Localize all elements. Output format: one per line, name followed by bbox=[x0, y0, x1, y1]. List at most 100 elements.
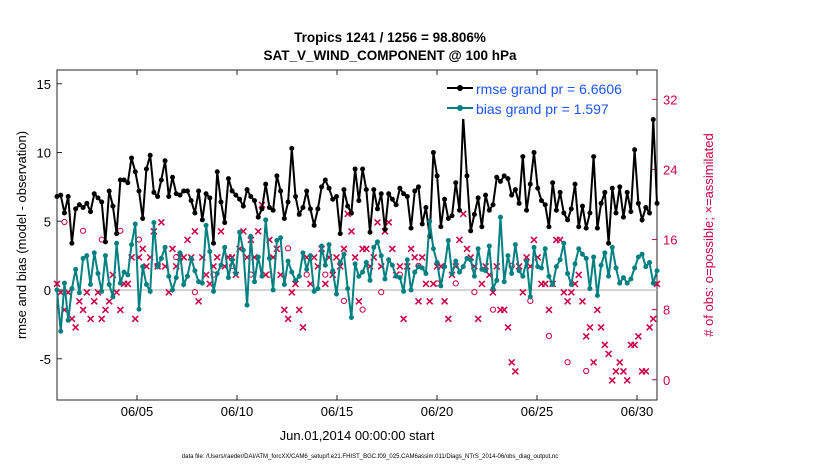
bias-data-point bbox=[363, 260, 369, 265]
bias-data-point bbox=[404, 257, 410, 263]
bias-data-point bbox=[211, 288, 217, 294]
obs-assimilated-marker: × bbox=[213, 249, 221, 265]
bias-data-point bbox=[635, 254, 641, 260]
obs-assimilated-marker: × bbox=[534, 249, 542, 265]
rmse-data-point bbox=[158, 177, 164, 183]
rmse-data-point bbox=[270, 207, 276, 213]
rmse-data-point bbox=[162, 158, 168, 164]
obs-assimilated-marker: × bbox=[422, 275, 430, 291]
obs-assimilated-marker: × bbox=[98, 310, 106, 326]
rmse-data-point bbox=[102, 239, 108, 245]
bias-data-point bbox=[91, 250, 97, 256]
bias-data-point bbox=[132, 221, 138, 227]
bias-data-point bbox=[617, 280, 623, 286]
rmse-data-point bbox=[453, 180, 459, 186]
obs-assimilated-marker: × bbox=[262, 267, 270, 283]
obs-possible-marker bbox=[545, 332, 553, 340]
bias-data-point bbox=[61, 280, 67, 286]
rmse-data-point bbox=[550, 180, 556, 186]
bias-data-point bbox=[356, 273, 362, 279]
bias-data-point bbox=[222, 244, 228, 250]
rmse-data-point bbox=[505, 176, 511, 182]
rmse-data-point bbox=[579, 203, 585, 209]
obs-assimilated-marker: × bbox=[537, 275, 545, 291]
obs-assimilated-marker: × bbox=[116, 302, 124, 318]
obs-assimilated-marker: × bbox=[101, 302, 109, 318]
rmse-data-point bbox=[99, 199, 105, 205]
rmse-data-point bbox=[494, 174, 500, 180]
rmse-data-point bbox=[140, 216, 146, 221]
rmse-data-point bbox=[211, 240, 217, 246]
obs-possible-marker bbox=[284, 245, 292, 252]
obs-possible-marker bbox=[471, 289, 478, 296]
obs-assimilated-marker: × bbox=[168, 240, 176, 256]
obs-assimilated-marker: × bbox=[407, 240, 415, 256]
bias-data-point bbox=[382, 276, 388, 282]
rmse-data-point bbox=[501, 173, 507, 179]
obs-assimilated-marker: × bbox=[459, 205, 467, 221]
bias-data-point bbox=[334, 291, 340, 297]
obs-assimilated-marker: × bbox=[113, 284, 121, 300]
rmse-data-point bbox=[423, 205, 429, 210]
rmse-data-point bbox=[378, 191, 384, 197]
rmse-data-point bbox=[408, 225, 414, 231]
rmse-data-point bbox=[483, 192, 489, 198]
bias-data-point bbox=[378, 253, 384, 259]
rmse-data-point bbox=[401, 191, 407, 197]
obs-possible-marker bbox=[359, 306, 366, 313]
obs-assimilated-marker: × bbox=[295, 302, 303, 318]
bias-data-point bbox=[207, 249, 213, 254]
obs-assimilated-marker: × bbox=[541, 275, 549, 291]
bias-data-point bbox=[486, 243, 492, 249]
rmse-data-point bbox=[404, 194, 410, 199]
rmse-data-point bbox=[557, 189, 563, 195]
bias-data-point bbox=[345, 286, 351, 292]
rmse-data-point bbox=[613, 210, 619, 216]
bias-data-point bbox=[199, 280, 205, 286]
obs-assimilated-marker: × bbox=[344, 205, 352, 221]
rmse-data-point bbox=[203, 191, 209, 197]
obs-assimilated-marker: × bbox=[254, 223, 262, 239]
bias-data-point bbox=[192, 268, 198, 274]
bias-data-point bbox=[184, 273, 190, 279]
bias-data-point bbox=[58, 328, 64, 334]
rmse-data-point bbox=[143, 166, 149, 172]
bias-data-point bbox=[456, 269, 462, 275]
rmse-data-point bbox=[199, 217, 205, 223]
bias-data-point bbox=[546, 273, 552, 279]
obs-assimilated-marker: × bbox=[299, 319, 307, 335]
obs-assimilated-marker: × bbox=[90, 293, 98, 309]
bias-data-point bbox=[609, 244, 615, 250]
bias-data-point bbox=[453, 258, 459, 264]
obs-assimilated-marker: × bbox=[228, 249, 236, 265]
y2-tick-label: 24 bbox=[663, 162, 677, 177]
bias-data-point bbox=[188, 255, 194, 261]
rmse-data-point bbox=[442, 196, 448, 202]
rmse-data-point bbox=[445, 216, 451, 221]
rmse-data-point bbox=[337, 231, 343, 237]
obs-assimilated-marker: × bbox=[489, 284, 497, 300]
rmse-data-point bbox=[356, 198, 362, 204]
rmse-data-point bbox=[628, 209, 634, 215]
rmse-data-point bbox=[244, 187, 250, 193]
bias-data-point bbox=[237, 229, 243, 235]
rmse-data-point bbox=[214, 169, 220, 175]
obs-assimilated-marker: × bbox=[642, 363, 650, 379]
obs-assimilated-marker: × bbox=[79, 302, 87, 318]
bias-data-point bbox=[430, 246, 436, 252]
rmse-data-point bbox=[509, 192, 515, 198]
bias-data-point bbox=[438, 283, 444, 289]
bias-data-point bbox=[95, 271, 101, 276]
rmse-data-point bbox=[583, 225, 589, 231]
obs-assimilated-marker: × bbox=[202, 267, 210, 283]
rmse-data-point bbox=[248, 194, 254, 199]
rmse-data-point bbox=[617, 184, 623, 190]
bias-data-point bbox=[639, 251, 645, 257]
obs-assimilated-marker: × bbox=[124, 275, 132, 291]
bias-data-point bbox=[229, 257, 235, 263]
y-tick-label: -5 bbox=[39, 352, 51, 367]
rmse-data-point bbox=[278, 188, 284, 194]
obs-assimilated-marker: × bbox=[142, 258, 150, 274]
rmse-data-point bbox=[389, 196, 395, 202]
bias-data-point bbox=[136, 306, 142, 312]
